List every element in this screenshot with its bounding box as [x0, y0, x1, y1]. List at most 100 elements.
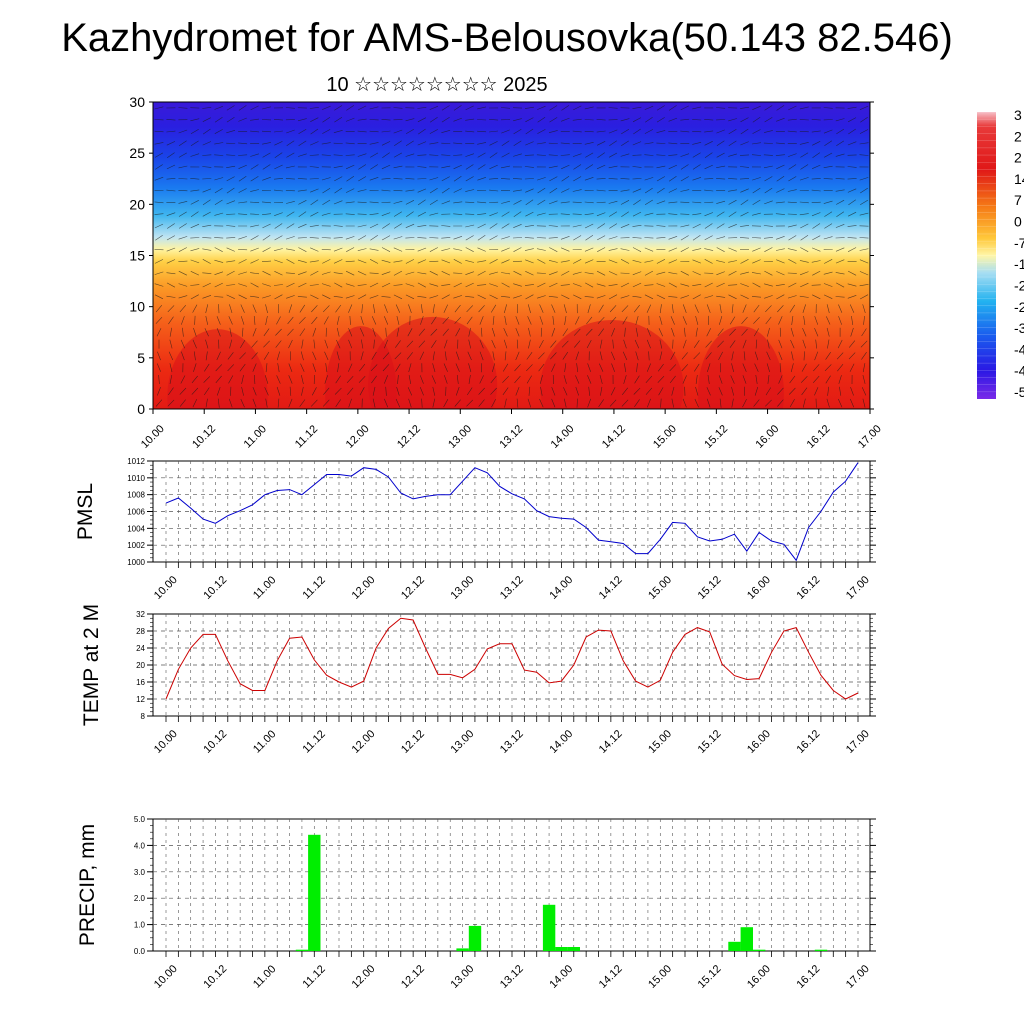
precip-bar: [740, 927, 753, 951]
temp-x-tick-label: 15.12: [696, 728, 724, 756]
colorbar-label: 0: [1014, 214, 1022, 230]
pmsl-y-tick-label: 1002: [127, 541, 145, 550]
temperature-chart: 32 28 24 20 16 12 8 10.00 10.12 11.00 11.12 12.00 12…: [80, 604, 876, 756]
pmsl-x-tick-label: 16.00: [745, 574, 773, 602]
heatmap-x-tick-label: 12.12: [395, 423, 423, 451]
precip-frame: [152, 818, 871, 952]
temp-y-tick-label: 12: [136, 695, 145, 704]
heatmap-x-tick-label: 17.00: [856, 423, 884, 451]
precip-x-tick-label: 10.00: [152, 963, 180, 991]
temp-x-tick-label: 17.00: [844, 728, 872, 756]
pmsl-series-line: [165, 462, 859, 562]
precip-bar: [308, 834, 321, 951]
precip-y-tick-label: 4.0: [134, 841, 146, 850]
precip-y-tick-label: 2.0: [134, 894, 146, 903]
colorbar-label: 2: [1014, 150, 1022, 166]
precip-x-tick-label: 15.00: [646, 963, 674, 991]
temp-y-tick-label: 28: [136, 627, 145, 636]
temp-series-line: [165, 617, 859, 700]
date-subtitle: 10 ☆☆☆☆☆☆☆☆ 2025: [326, 74, 548, 96]
heatmap-y-tick-label: 25: [129, 145, 145, 161]
colorbar-label: -4: [1014, 341, 1024, 357]
heatmap-y-tick-label: 30: [129, 94, 145, 110]
pmsl-x-tick-label: 15.00: [646, 574, 674, 602]
heatmap-x-tick-label: 16.00: [753, 423, 781, 451]
precip-bar: [456, 948, 469, 951]
precip-x-tick-label: 10.12: [201, 963, 229, 991]
heatmap-x-tick-label: 10.12: [190, 423, 218, 451]
pmsl-y-tick-label: 1012: [127, 457, 145, 466]
precip-x-tick-label: 17.00: [844, 963, 872, 991]
precip-bar: [295, 949, 309, 951]
temp-x-tick-label: 15.00: [646, 728, 674, 756]
pmsl-y-tick-label: 1010: [127, 474, 145, 483]
heatmap-x-tick-label: 12.00: [344, 423, 372, 451]
precip-bar: [728, 941, 741, 951]
precip-y-tick-label: 1.0: [134, 921, 146, 930]
pmsl-x-tick-label: 10.12: [201, 574, 229, 602]
pmsl-y-tick-label: 1004: [127, 524, 145, 533]
heatmap-x-tick-label: 16.12: [805, 423, 833, 451]
pmsl-y-tick-label: 1000: [127, 558, 145, 567]
precip-bar: [468, 925, 482, 951]
temp-x-tick-label: 13.12: [498, 728, 526, 756]
heatmap-x-tick-label: 15.12: [702, 423, 730, 451]
precip-y-tick-label: 3.0: [134, 868, 146, 877]
precip-x-tick-label: 11.12: [300, 963, 327, 990]
precip-x-tick-label: 12.12: [399, 963, 427, 991]
heatmap-y-tick-label: 20: [129, 196, 145, 212]
heatmap-y-tick-label: 5: [137, 350, 145, 366]
precip-bar: [567, 947, 580, 951]
precip-bar: [542, 904, 556, 951]
temp-x-tick-label: 12.00: [350, 728, 378, 756]
colorbar-label: -4: [1014, 363, 1024, 379]
precip-y-axis-label: PRECIP, mm: [76, 824, 99, 946]
pmsl-x-tick-label: 11.12: [300, 574, 327, 601]
temp-x-tick-label: 14.00: [547, 728, 575, 756]
pmsl-chart: 1012 1010 1008 1006 1004 1002 1000 10.00 10.12 11…: [74, 457, 876, 602]
precip-x-tick-label: 16.12: [794, 963, 822, 991]
pmsl-x-tick-label: 12.12: [399, 574, 427, 602]
heatmap-x-tick-label: 11.12: [293, 423, 320, 450]
temp-y-tick-label: 16: [136, 678, 145, 687]
temp-x-tick-label: 11.12: [300, 728, 327, 755]
pmsl-x-tick-label: 15.12: [696, 574, 724, 602]
precip-x-tick-label: 14.00: [547, 963, 575, 991]
pmsl-y-tick-label: 1006: [127, 508, 145, 517]
colorbar: 3 2 2 14 7 0 -7 -1 -2 -2 -3 -4 -4 -5: [977, 107, 1024, 400]
heatmap-x-tick-label: 10.00: [139, 423, 167, 451]
colorbar-label: 14: [1014, 171, 1024, 187]
heatmap-x-tick-label: 13.00: [446, 423, 474, 451]
heatmap-y-tick-label: 10: [129, 299, 145, 315]
chart-title: Kazhydromet for AMS-Belousovka(50.143 82…: [61, 16, 953, 60]
temp-x-tick-label: 10.12: [201, 728, 229, 756]
precip-x-tick-label: 11.00: [251, 963, 278, 990]
temp-x-tick-label: 12.12: [399, 728, 427, 756]
heatmap-x-tick-label: 11.00: [242, 423, 269, 450]
colorbar-label: -7: [1014, 235, 1024, 251]
precip-x-tick-label: 15.12: [696, 963, 724, 991]
pmsl-x-tick-label: 12.00: [350, 574, 378, 602]
colorbar-label: 7: [1014, 192, 1022, 208]
precip-y-tick-label: 0.0: [134, 947, 146, 956]
temp-y-tick-label: 32: [136, 610, 145, 619]
pmsl-x-tick-label: 11.00: [251, 574, 278, 601]
heatmap-x-tick-label: 14.12: [600, 423, 628, 451]
temp-x-tick-label: 10.00: [152, 728, 180, 756]
precip-x-tick-label: 16.00: [745, 963, 773, 991]
precip-bar: [814, 949, 828, 951]
colorbar-label: -5: [1014, 384, 1024, 400]
precip-x-tick-label: 13.00: [448, 963, 476, 991]
heatmap-y-tick-label: 15: [129, 248, 145, 264]
pmsl-x-tick-label: 14.12: [597, 574, 625, 602]
pmsl-x-tick-label: 10.00: [152, 574, 180, 602]
pmsl-x-tick-label: 16.12: [794, 574, 822, 602]
colorbar-label: -2: [1014, 299, 1024, 315]
temp-x-tick-label: 16.12: [794, 728, 822, 756]
precip-bar: [555, 947, 568, 951]
pmsl-x-tick-label: 13.00: [448, 574, 476, 602]
temp-x-tick-label: 16.00: [745, 728, 773, 756]
colorbar-label: 2: [1014, 128, 1022, 144]
precip-x-tick-label: 14.12: [597, 963, 625, 991]
colorbar-label: -1: [1014, 256, 1024, 272]
